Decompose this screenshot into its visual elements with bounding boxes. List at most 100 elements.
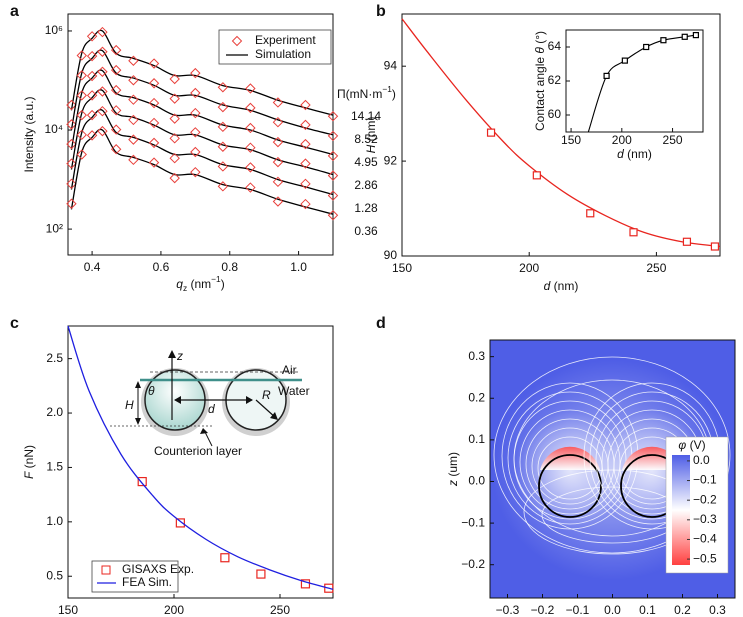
- experiment-marker: [76, 109, 87, 121]
- x-tick-label: 1.0: [290, 260, 307, 274]
- x-tick-label: 0.2: [674, 603, 691, 617]
- experiment-marker: [300, 158, 311, 169]
- experiment-marker: [148, 137, 160, 149]
- y-tick-label: −0.1: [461, 515, 485, 529]
- x-axis-label-part: ): [221, 277, 225, 291]
- y-axis-label-part: (nN): [22, 445, 36, 472]
- arrow-head: [270, 412, 278, 420]
- marker: [137, 476, 147, 487]
- x-axis-label: qz (nm−1): [176, 274, 224, 293]
- experiment-marker: [128, 114, 139, 126]
- simulation-line: [70, 69, 334, 156]
- experiment-marker: [128, 134, 139, 145]
- experiment-marker: [76, 70, 87, 81]
- marker: [682, 237, 692, 246]
- colorbar-title: φ (V): [678, 438, 705, 452]
- colorbar-tick-label: −0.2: [693, 492, 717, 506]
- simulation-line: [70, 128, 334, 215]
- colorbar-tick-label: −0.4: [693, 532, 717, 546]
- experiment-marker: [76, 149, 87, 160]
- experiment-marker: [327, 210, 339, 221]
- particle: [538, 454, 602, 518]
- experiment-marker: [148, 97, 160, 109]
- experiment-marker: [97, 105, 108, 117]
- potential-cap: [540, 446, 600, 470]
- y-tick-label: 64: [548, 39, 562, 53]
- experiment-marker: [245, 182, 256, 193]
- experiment-marker: [217, 82, 229, 93]
- experiment-marker: [190, 127, 201, 138]
- series-line: [67, 325, 334, 590]
- x-tick-label: 0.0: [604, 603, 621, 617]
- annotation: z: [176, 349, 183, 363]
- experiment-marker: [327, 190, 339, 201]
- experiment-marker: [110, 84, 122, 96]
- y-tick-label: 2.5: [46, 351, 63, 365]
- experiment-marker: [148, 117, 160, 129]
- marker: [710, 242, 720, 251]
- curve-title: Π(mN·m−1): [337, 84, 396, 101]
- experiment-marker: [86, 90, 98, 101]
- panel-label: a: [10, 3, 19, 20]
- inset-y-label-part: Contact angle: [533, 54, 547, 131]
- y-axis-label: Intensity (a.u.): [22, 96, 36, 172]
- experiment-marker: [272, 136, 284, 148]
- experiment-marker: [128, 154, 139, 166]
- annotation: Counterion layer: [154, 444, 242, 458]
- experiment-marker: [66, 178, 77, 190]
- experiment-marker: [110, 105, 122, 116]
- experiment-marker: [86, 130, 98, 141]
- inset-y-label-part: (°): [533, 31, 547, 47]
- experiment-marker: [217, 141, 229, 152]
- annotation: H: [125, 398, 134, 412]
- experiment-marker: [97, 26, 108, 38]
- plot-frame: [401, 13, 721, 257]
- inset-x-label: d (nm): [617, 147, 652, 161]
- marker: [586, 209, 595, 218]
- legend-marker: [101, 565, 111, 575]
- x-tick-label: 200: [612, 133, 632, 147]
- simulation-line: [70, 109, 334, 196]
- experiment-marker: [272, 116, 284, 128]
- contour-line: [519, 409, 621, 515]
- colorbar: [672, 455, 690, 565]
- curve-title-part: Π: [337, 87, 346, 101]
- y-tick-label: 2.0: [46, 405, 63, 419]
- experiment-marker: [86, 70, 98, 82]
- curve-title-part: −1: [382, 84, 392, 94]
- x-tick-label: 250: [270, 603, 290, 617]
- inset-x-label-part: (nm): [624, 147, 652, 161]
- experiment-marker: [245, 122, 256, 134]
- experiment-marker: [300, 178, 311, 190]
- experiment-marker: [272, 196, 284, 207]
- y-tick-label: 0.5: [46, 568, 63, 582]
- x-tick-label: −0.3: [496, 603, 520, 617]
- legend-label: FEA Sim.: [122, 575, 172, 589]
- y-axis-label-part: F: [22, 471, 36, 479]
- y-tick-label: 10⁶: [45, 23, 63, 37]
- marker: [621, 57, 628, 64]
- experiment-marker: [110, 124, 122, 135]
- y-tick-label: 0.2: [468, 390, 485, 404]
- colorbar-title-part: φ: [678, 438, 686, 452]
- experiment-marker: [66, 119, 77, 130]
- x-axis-label-part: (nm): [550, 279, 578, 293]
- experiment-marker: [327, 150, 339, 162]
- experiment-marker: [217, 181, 229, 192]
- x-tick-label: 0.1: [639, 603, 656, 617]
- inset-y-label-part: θ: [533, 47, 547, 54]
- experiment-marker: [148, 78, 160, 89]
- experiment-marker: [76, 90, 87, 101]
- x-tick-label: −0.1: [566, 603, 590, 617]
- experiment-marker: [148, 157, 160, 168]
- curve-title-part: (mN·m: [346, 87, 383, 101]
- y-tick-label: 60: [548, 107, 562, 121]
- experiment-marker: [169, 133, 180, 144]
- colorbar-tick-label: −0.1: [693, 473, 717, 487]
- experiment-marker: [217, 161, 229, 172]
- x-tick-label: 150: [561, 133, 581, 147]
- x-tick-label: −0.2: [531, 603, 555, 617]
- y-axis-label-part: (nm): [364, 117, 378, 145]
- legend-label: GISAXS Exp.: [122, 562, 194, 576]
